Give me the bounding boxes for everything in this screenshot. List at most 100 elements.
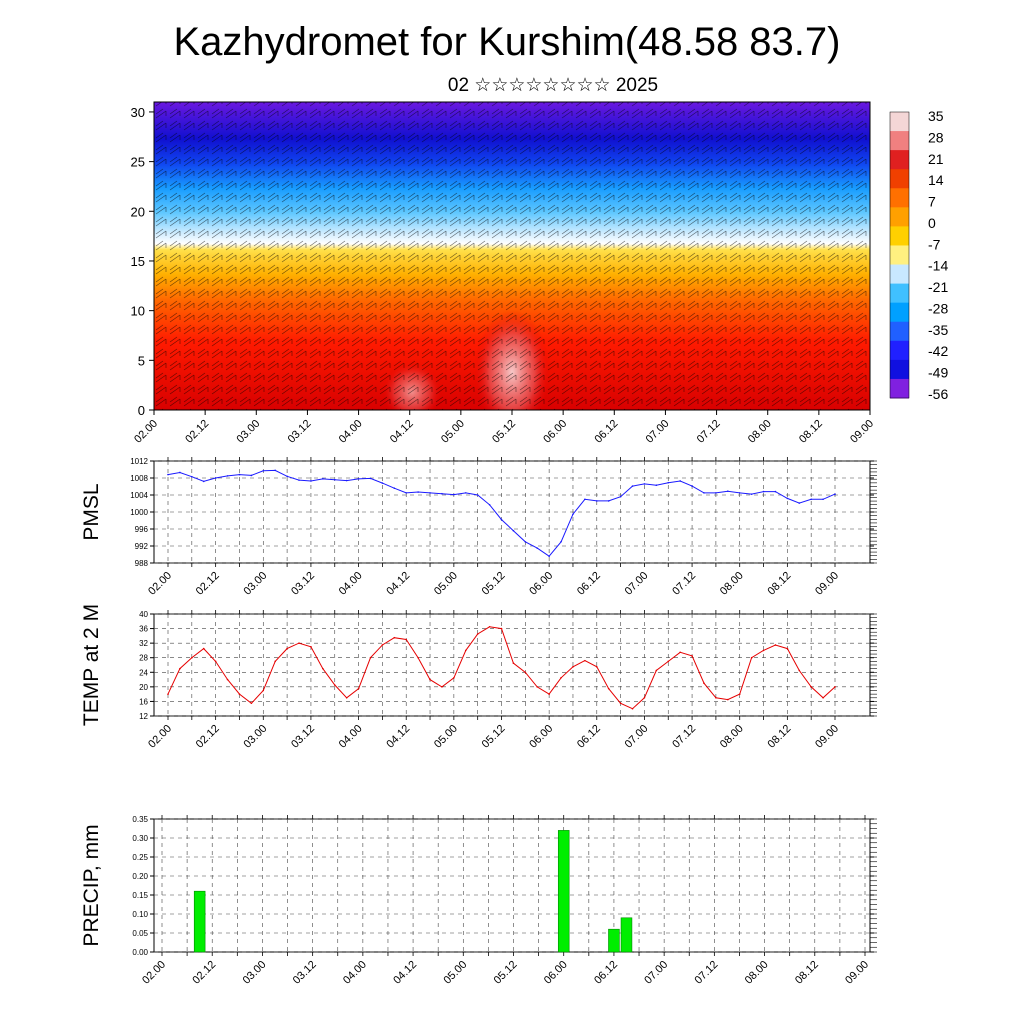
pmsl-point <box>357 478 360 480</box>
colorbar-swatch <box>890 321 909 342</box>
x-tick-label: 03.12 <box>289 570 317 598</box>
colorbar-label: -35 <box>928 322 948 338</box>
pmsl-point <box>810 498 812 501</box>
temp-point <box>536 686 539 688</box>
x-tick-label: 05.00 <box>441 959 469 987</box>
temp-point <box>643 696 646 699</box>
x-tick-label: 03.12 <box>286 418 314 446</box>
y-tick-label: 12 <box>139 712 148 721</box>
pmsl-point <box>762 490 765 493</box>
temp-point <box>524 671 527 674</box>
pmsl-point <box>715 492 717 494</box>
colorbar-label: 35 <box>928 108 944 124</box>
pmsl-point <box>167 473 169 476</box>
x-tick-label: 07.12 <box>695 418 723 446</box>
x-tick-label: 06.00 <box>542 959 570 987</box>
colorbar-label: -42 <box>928 343 948 359</box>
y-axis-label: TEMP at 2 M <box>80 604 103 726</box>
x-tick-label: 05.00 <box>432 723 460 751</box>
temp-point <box>322 667 324 670</box>
precip-panel: 0.00 0.05 0.10 0.15 0.20 0.25 0.30 0.35 02.00 02.… <box>80 815 877 987</box>
x-tick-label: 04.00 <box>337 723 365 751</box>
colorbar-label: -49 <box>928 365 948 381</box>
x-tick-label: 03.12 <box>291 959 319 987</box>
pmsl-point <box>476 494 479 496</box>
colorbar-label: 0 <box>928 215 936 231</box>
colorbar-swatch <box>890 264 909 285</box>
pmsl-point <box>274 469 276 472</box>
x-tick-label: 06.00 <box>541 418 569 446</box>
pmsl-point <box>572 513 574 515</box>
x-tick-label: 05.00 <box>432 570 460 598</box>
x-tick-label: 07.00 <box>623 723 651 751</box>
x-tick-label: 02.00 <box>132 418 160 446</box>
y-tick-label: 30 <box>131 105 145 120</box>
colorbar-swatch <box>890 245 909 266</box>
y-tick-label: 40 <box>139 610 148 619</box>
temp-point <box>369 656 372 659</box>
x-tick-label: 07.00 <box>642 959 670 987</box>
temp-point <box>488 625 491 628</box>
pmsl-point <box>191 475 193 478</box>
pmsl-point <box>405 492 408 494</box>
y-tick-label: 0 <box>138 403 145 418</box>
temp-point <box>298 642 300 644</box>
pmsl-point <box>441 492 443 495</box>
x-tick-label: 03.00 <box>234 418 262 446</box>
pmsl-point <box>727 490 729 492</box>
x-tick-label: 05.00 <box>439 418 467 446</box>
colorbar-label: -14 <box>928 258 948 274</box>
temp-point <box>226 678 229 681</box>
temp-point <box>179 667 181 670</box>
precip-bar <box>608 928 620 953</box>
cross-section-panel: 0 5 10 15 20 25 30 02.00 02.12 03.00 03.12 04.00 04… <box>131 101 948 446</box>
x-tick-label: 02.00 <box>146 723 174 751</box>
temp-point <box>679 651 681 654</box>
pmsl-point <box>679 480 681 482</box>
pmsl-point <box>500 518 503 521</box>
y-tick-label: 0.20 <box>132 872 148 881</box>
colorbar-swatch <box>890 283 909 304</box>
temp-point <box>393 636 396 639</box>
x-tick-label: 08.12 <box>766 723 794 751</box>
x-tick-label: 06.00 <box>527 570 555 598</box>
temp-point <box>750 656 753 659</box>
x-tick-label: 08.00 <box>746 418 774 446</box>
temp-panel: 12 16 20 24 28 32 36 40 02.00 02.12 03.00 03.12 04.0… <box>80 604 877 751</box>
y-tick-label: 24 <box>139 668 148 677</box>
temp-point <box>250 702 253 705</box>
temp-point <box>262 689 265 692</box>
temp-point <box>191 656 193 659</box>
pmsl-point <box>595 500 598 502</box>
pmsl-point <box>417 491 419 493</box>
x-tick-label: 02.12 <box>183 418 211 446</box>
colorbar-swatch <box>890 112 909 132</box>
pmsl-point <box>667 481 670 484</box>
x-tick-label: 03.12 <box>289 723 317 751</box>
temp-point <box>453 676 455 679</box>
pmsl-point <box>798 502 801 504</box>
x-tick-label: 07.12 <box>670 570 698 598</box>
pmsl-point <box>286 475 288 478</box>
temp-point <box>500 627 503 630</box>
y-tick-label: 0.05 <box>132 929 148 938</box>
temp-point <box>667 660 670 663</box>
pmsl-point <box>834 493 836 495</box>
y-tick-label: 0.30 <box>132 834 148 843</box>
precip-bar <box>193 890 206 953</box>
chart-title: Kazhydromet for Kurshim(48.58 83.7) <box>174 20 841 64</box>
pmsl-point <box>548 555 550 557</box>
colorbar-label: -21 <box>928 279 948 295</box>
temp-point <box>441 686 443 688</box>
plot-frame <box>153 460 871 564</box>
pmsl-point <box>179 471 181 474</box>
pmsl-point <box>429 492 431 494</box>
temp-point <box>619 702 622 705</box>
y-tick-label: 20 <box>131 204 145 219</box>
pmsl-point <box>822 498 824 501</box>
y-tick-label: 988 <box>135 559 149 568</box>
x-tick-label: 02.12 <box>194 723 222 751</box>
pmsl-point <box>464 492 467 494</box>
pmsl-point <box>345 479 348 482</box>
